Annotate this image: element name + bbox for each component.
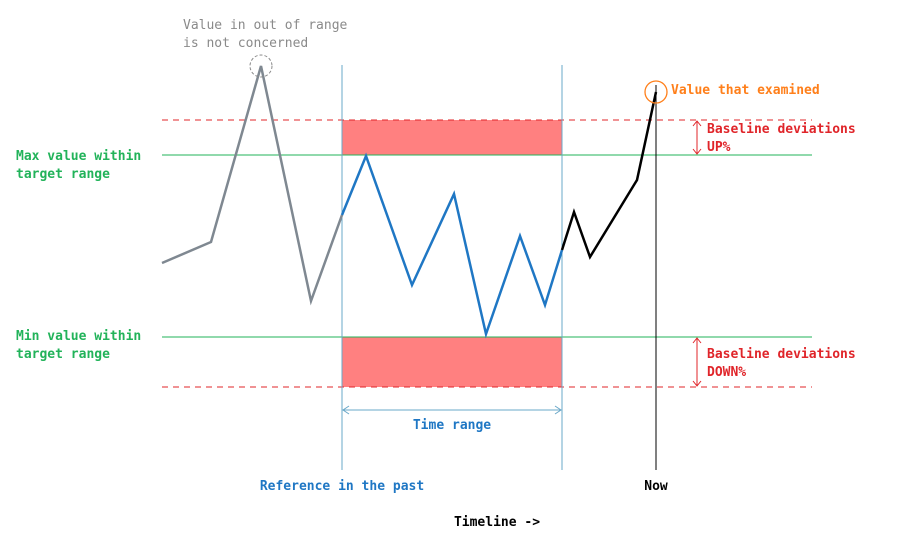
out-of-range-marker xyxy=(249,54,273,78)
time-range-arrow xyxy=(342,405,562,415)
max-target-label-line2: target range xyxy=(16,167,110,182)
reference-label: Reference in the past xyxy=(260,479,424,494)
lower-deviation-band xyxy=(342,337,562,387)
out-of-range-label-line2: is not concerned xyxy=(183,36,308,51)
black-series-line xyxy=(560,91,658,260)
min-target-label-line2: target range xyxy=(16,347,110,362)
now-label: Now xyxy=(644,479,668,494)
deviation-up-label-line2: UP% xyxy=(707,140,731,155)
out-of-range-label-line1: Value in out of range xyxy=(183,18,348,33)
time-range-label: Time range xyxy=(413,418,491,433)
upper-deviation-band xyxy=(342,120,562,155)
deviation-down-label-line2: DOWN% xyxy=(707,365,746,380)
examined-value-label: Value that examined xyxy=(671,83,820,98)
gray-series-line xyxy=(161,65,344,306)
deviation-down-label-line1: Baseline deviations xyxy=(707,347,856,362)
blue-series-line xyxy=(340,152,564,339)
timeline-label: Timeline -> xyxy=(454,515,540,530)
lower-deviation-arrow xyxy=(692,337,702,387)
examined-value-marker xyxy=(644,80,668,104)
upper-deviation-arrow xyxy=(692,120,702,155)
min-target-label-line1: Min value within xyxy=(16,329,141,344)
max-target-label-line1: Max value within xyxy=(16,149,141,164)
deviation-up-label-line1: Baseline deviations xyxy=(707,122,856,137)
